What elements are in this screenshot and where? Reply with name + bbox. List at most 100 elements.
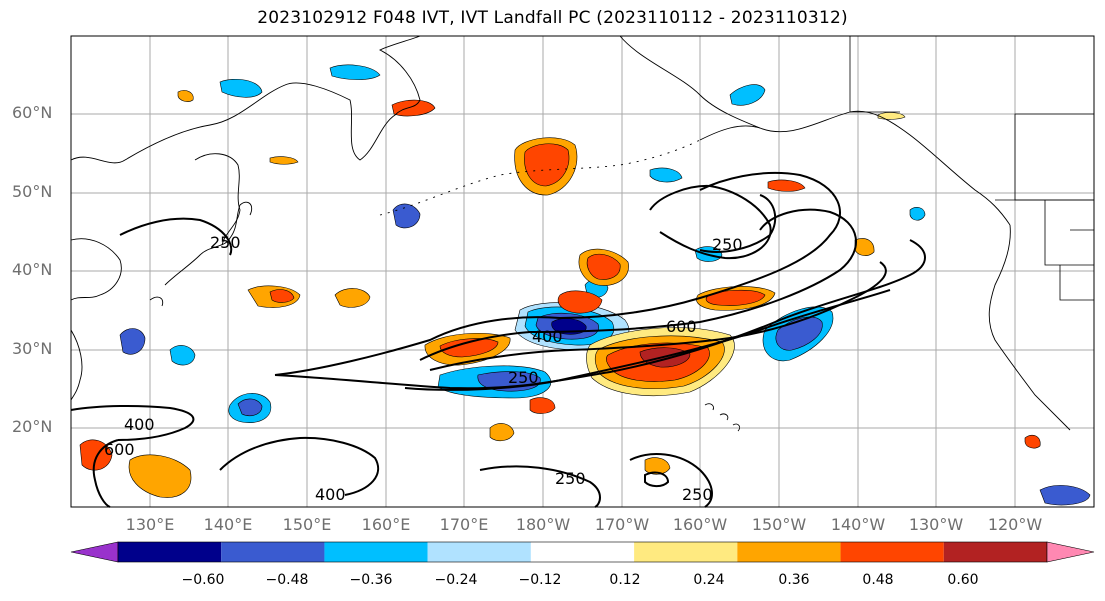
lon-label-140e: 140°E — [203, 515, 253, 534]
neg-shade-west3 — [169, 345, 196, 366]
lon-label-170w: 170°W — [594, 515, 650, 534]
colorbar-tick: −0.24 — [434, 572, 478, 588]
colorbar-cells — [117, 541, 1048, 563]
contour-250-south — [274, 239, 926, 390]
coast-hawaii1 — [704, 403, 714, 411]
contour-label: 250 — [712, 235, 743, 254]
colorbar-tick: −0.12 — [518, 572, 562, 588]
colorbar-tick: 0.36 — [778, 572, 810, 588]
contour-250-s1 — [479, 465, 601, 508]
lon-label-170e: 170°E — [439, 515, 489, 534]
pos-shade-ne1 — [767, 179, 806, 192]
coast-siberia — [70, 35, 421, 164]
pos-shade-nw1 — [269, 156, 299, 165]
colorbar-cell — [737, 542, 841, 562]
neg-shade-west2 — [119, 328, 146, 355]
contour-label: 250 — [682, 485, 713, 504]
contour-400-s — [219, 436, 380, 496]
lat-label-60n: 60°N — [12, 103, 53, 122]
political-borders — [849, 36, 1094, 301]
coast-kamchatka-kuril — [194, 153, 241, 246]
colorbar-extend-min — [70, 541, 119, 563]
neg-shade-se — [1039, 485, 1091, 506]
lon-label-160e: 160°E — [361, 515, 411, 534]
lon-label-180w: 180°W — [515, 515, 571, 534]
neg-shade-ne3 — [729, 84, 766, 106]
colorbar — [70, 541, 1095, 563]
colorbar-tick: −0.48 — [265, 572, 309, 588]
colorbar-cell — [530, 542, 635, 562]
contour-400-sw — [70, 404, 195, 441]
map-frame — [70, 35, 1095, 508]
contour-label: 400 — [124, 415, 155, 434]
pos-shade-east-core — [705, 289, 766, 306]
lon-label-120w: 120°W — [987, 515, 1043, 534]
pos-band-west-core — [439, 338, 499, 358]
colorbar-tick: −0.36 — [349, 572, 393, 588]
graticule — [71, 36, 1094, 507]
colorbar-extend-max — [1046, 541, 1095, 563]
lon-label-130w: 130°W — [908, 515, 964, 534]
coast-hawaii3 — [732, 423, 741, 432]
neg-shade-nw — [392, 203, 421, 229]
chart-title: 2023102912 F048 IVT, IVT Landfall PC (20… — [257, 8, 848, 28]
lon-label-130e: 130°E — [125, 515, 175, 534]
coast-hawaii2 — [719, 413, 729, 421]
contour-250-s2 — [629, 453, 713, 508]
neg-shade-n1 — [649, 167, 683, 183]
contour-400 — [419, 208, 857, 361]
coast-alaska — [619, 35, 1011, 226]
coast-japan-hokkaido — [239, 201, 253, 216]
neg-shade-ne1 — [219, 79, 263, 98]
ivt-contours — [70, 171, 926, 508]
contour-label-group: 250 250 400 600 250 400 600 400 250 250 — [104, 233, 743, 504]
pos-shade-w1 — [334, 288, 371, 308]
coast-alaska-peninsula — [699, 125, 761, 141]
pos-shade-w2-core — [269, 289, 295, 303]
pos-shade-mid-n-core — [586, 253, 621, 280]
pos-shade-e3 — [1024, 434, 1041, 449]
border-alaska-canada — [849, 36, 900, 113]
colorbar-cell — [840, 542, 944, 562]
lon-label-150e: 150°E — [282, 515, 332, 534]
pos-shade-s1 — [529, 397, 556, 414]
border-us-state2 — [1059, 265, 1094, 301]
lon-label-150w: 150°W — [751, 515, 807, 534]
pos-shade-mid-n2 — [557, 290, 603, 314]
pos-shade-north-core — [524, 143, 570, 187]
contour-label: 600 — [666, 317, 697, 336]
pos-shade-sw — [128, 454, 192, 498]
lat-label-20n: 20°N — [12, 417, 53, 436]
lat-label-50n: 50°N — [12, 182, 53, 201]
pos-shade-e2 — [854, 238, 875, 256]
colorbar-cell — [324, 542, 428, 562]
pos-shade-s2 — [489, 423, 515, 442]
contour-label: 250 — [508, 368, 539, 387]
contour-label: 400 — [315, 485, 346, 504]
lon-label-160w: 160°W — [672, 515, 728, 534]
pos-shade-n2 — [391, 99, 436, 117]
contour-250-loop — [649, 184, 772, 260]
contour-250-inner-south — [404, 289, 891, 391]
coast-aleutians — [379, 139, 701, 216]
pos-shade-nw2 — [177, 90, 194, 102]
lat-label-40n: 40°N — [12, 260, 53, 279]
contour-600-sw — [92, 439, 119, 508]
coast-korea-china — [70, 238, 122, 301]
neg-shade-west1-core — [237, 398, 263, 417]
neg-shade-e1 — [909, 206, 926, 221]
coastlines — [70, 35, 1071, 432]
colorbar-cell — [118, 542, 222, 562]
colorbar-cell — [221, 542, 325, 562]
lon-label-140w: 140°W — [830, 515, 886, 534]
border-us-state1 — [1044, 200, 1094, 266]
contour-label: 250 — [555, 469, 586, 488]
contour-label: 400 — [532, 327, 563, 346]
pos-shade-ne2 — [877, 112, 906, 120]
colorbar-tick: 0.60 — [947, 572, 979, 588]
colorbar-cell — [943, 542, 1047, 562]
contour-250-japan — [119, 217, 233, 256]
coast-japan-honshu — [164, 204, 241, 286]
contour-small-s — [644, 471, 670, 488]
